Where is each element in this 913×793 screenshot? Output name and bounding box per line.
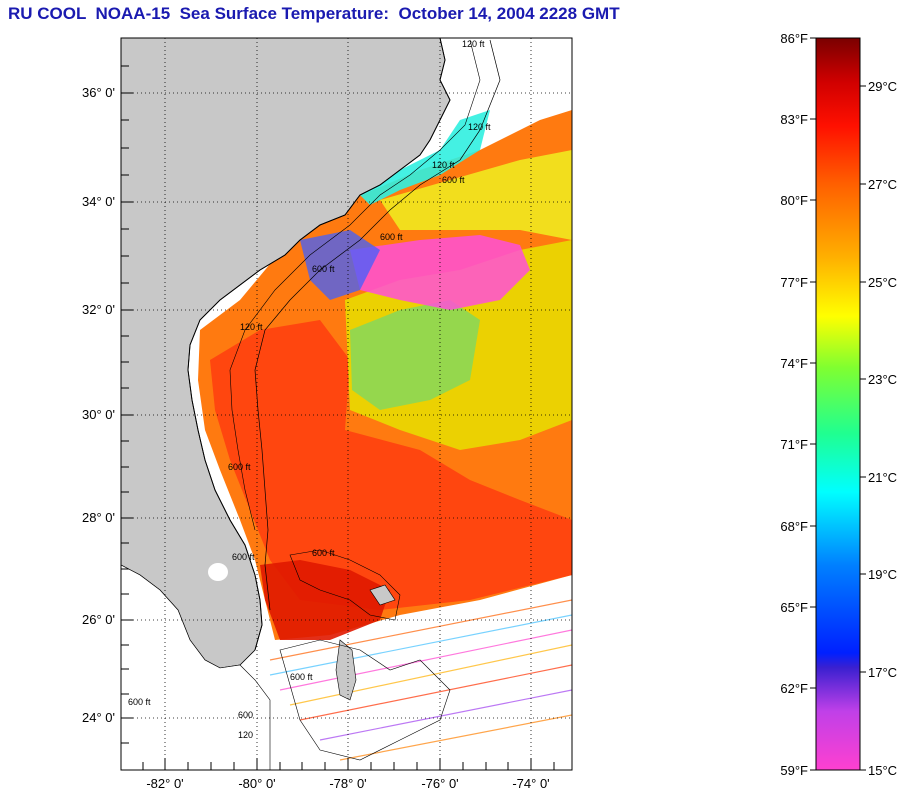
map-frame — [120, 37, 573, 771]
colorbar-f-label: 65°F — [780, 600, 808, 615]
colorbar-f-ticks — [810, 37, 816, 771]
isobath-label: 120 ft — [468, 122, 491, 132]
isobath-label: 120 — [238, 730, 253, 740]
isobath-label: 600 ft — [232, 552, 255, 562]
isobath-label: 600 ft — [312, 548, 335, 558]
lon-label: -80° 0' — [238, 776, 275, 791]
map-area: 120 ft 120 ft 120 ft 600 ft 600 ft 600 f… — [121, 38, 572, 770]
isobath-label: 120 ft — [240, 322, 263, 332]
southern-nodata — [260, 640, 572, 770]
lat-label: 26° 0' — [82, 612, 115, 627]
colorbar-f-label: 86°F — [780, 31, 808, 46]
bottom-axis-ticks — [142, 758, 555, 770]
coastline — [187, 38, 451, 651]
left-axis-ticks — [121, 65, 133, 744]
isobath-label: 600 — [238, 710, 253, 720]
colorbar-c-label: 15°C — [868, 763, 897, 778]
colorbar-f-label: 62°F — [780, 681, 808, 696]
colorbar-c-label: 25°C — [868, 275, 897, 290]
isobath-label: 120 ft — [432, 160, 455, 170]
colorbar-c-label: 19°C — [868, 567, 897, 582]
sst-yellow-north — [380, 150, 572, 240]
isobath-label: 600 ft — [312, 264, 335, 274]
isobath-label: 120 ft — [462, 39, 485, 49]
lon-label: -76° 0' — [421, 776, 458, 791]
sst-green-band — [350, 300, 480, 410]
colorbar-c-label: 17°C — [868, 665, 897, 680]
colorbar-c-label: 29°C — [868, 79, 897, 94]
lon-label: -82° 0' — [146, 776, 183, 791]
colorbar-f-label: 83°F — [780, 112, 808, 127]
colorbar-c-ticks — [860, 85, 866, 771]
isobath-label: 600 ft — [228, 462, 251, 472]
colorbar-f-label: 59°F — [780, 763, 808, 778]
colorbar-f-label: 80°F — [780, 193, 808, 208]
isobath-600ft — [254, 39, 501, 611]
lake-okeechobee — [208, 563, 228, 581]
isobath-label: 600 ft — [290, 672, 313, 682]
colorbar: 86°F 83°F 80°F 77°F 74°F 71°F 68°F 65°F … — [780, 31, 897, 778]
colorbar-f-label: 77°F — [780, 275, 808, 290]
lon-label: -74° 0' — [512, 776, 549, 791]
noise-stripes — [269, 599, 572, 761]
colorbar-f-label: 74°F — [780, 356, 808, 371]
isobath-120ft — [229, 39, 481, 531]
colorbar-c-label: 27°C — [868, 177, 897, 192]
isobath-label: 600 ft — [380, 232, 403, 242]
lat-label: 28° 0' — [82, 510, 115, 525]
isobath-bahamas-south — [279, 639, 451, 761]
colorbar-c-label: 21°C — [868, 470, 897, 485]
sst-red-core — [210, 320, 572, 610]
lat-label: 30° 0' — [82, 407, 115, 422]
colorbar-gradient-rect — [815, 37, 861, 771]
colorbar-f-label: 71°F — [780, 437, 808, 452]
gulf-nodata — [121, 564, 271, 770]
sst-cold-patches — [350, 235, 530, 310]
lat-label: 36° 0' — [82, 85, 115, 100]
lon-label: -78° 0' — [329, 776, 366, 791]
lat-label: 32° 0' — [82, 302, 115, 317]
lat-label: 24° 0' — [82, 710, 115, 725]
page-title: RU COOL NOAA-15 Sea Surface Temperature:… — [8, 4, 620, 23]
isobath-label: 600 ft — [442, 175, 465, 185]
bahamas-islands — [335, 639, 357, 701]
colorbar-f-label: 68°F — [780, 519, 808, 534]
isobath-label: 600 ft — [128, 697, 151, 707]
bahamas-islands-small — [369, 584, 396, 606]
lat-label: 34° 0' — [82, 194, 115, 209]
colorbar-c-label: 23°C — [868, 372, 897, 387]
isobath-bahamas — [289, 549, 401, 621]
